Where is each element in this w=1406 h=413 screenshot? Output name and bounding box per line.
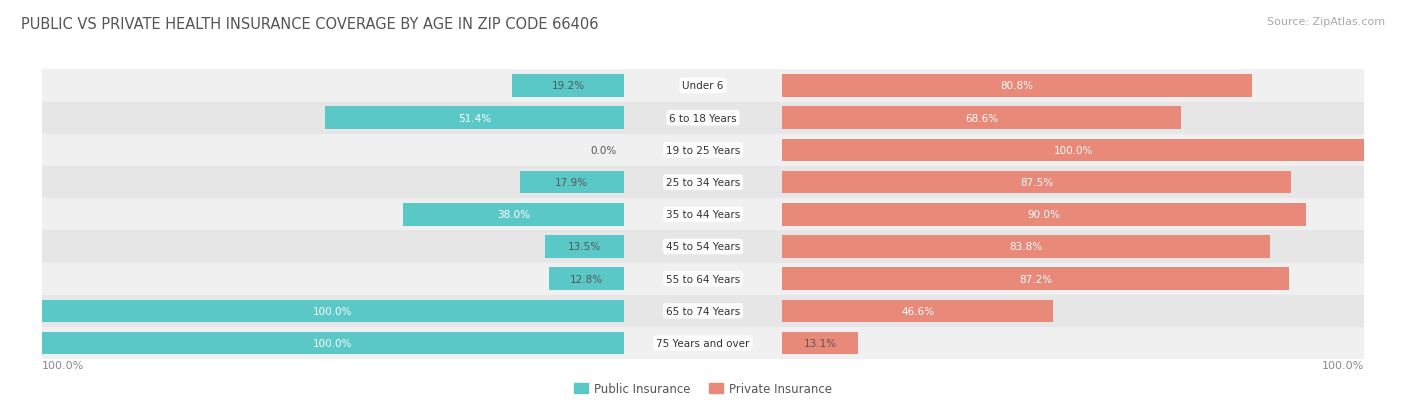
- Bar: [42, 332, 624, 354]
- Bar: [42, 166, 1364, 199]
- Bar: [520, 171, 624, 194]
- Text: 17.9%: 17.9%: [555, 178, 588, 188]
- Bar: [42, 102, 1364, 135]
- Bar: [325, 107, 624, 130]
- Text: 13.5%: 13.5%: [568, 242, 600, 252]
- Text: 19 to 25 Years: 19 to 25 Years: [666, 145, 740, 156]
- Text: 55 to 64 Years: 55 to 64 Years: [666, 274, 740, 284]
- Text: 100.0%: 100.0%: [1053, 145, 1092, 156]
- Text: 87.2%: 87.2%: [1019, 274, 1053, 284]
- Text: 12.8%: 12.8%: [569, 274, 603, 284]
- Legend: Public Insurance, Private Insurance: Public Insurance, Private Insurance: [569, 377, 837, 400]
- Text: 19.2%: 19.2%: [551, 81, 585, 91]
- Bar: [42, 263, 1364, 295]
- Bar: [782, 75, 1253, 97]
- Bar: [42, 70, 1364, 102]
- Text: 0.0%: 0.0%: [591, 145, 617, 156]
- Bar: [782, 171, 1291, 194]
- Text: PUBLIC VS PRIVATE HEALTH INSURANCE COVERAGE BY AGE IN ZIP CODE 66406: PUBLIC VS PRIVATE HEALTH INSURANCE COVER…: [21, 17, 599, 31]
- Text: 68.6%: 68.6%: [965, 114, 998, 123]
- Text: 45 to 54 Years: 45 to 54 Years: [666, 242, 740, 252]
- Bar: [512, 75, 624, 97]
- Text: Under 6: Under 6: [682, 81, 724, 91]
- Bar: [782, 332, 859, 354]
- Text: 46.6%: 46.6%: [901, 306, 935, 316]
- Text: 87.5%: 87.5%: [1021, 178, 1053, 188]
- Text: 51.4%: 51.4%: [458, 114, 491, 123]
- Bar: [782, 139, 1364, 162]
- Bar: [42, 300, 624, 323]
- Bar: [402, 204, 624, 226]
- Bar: [42, 231, 1364, 263]
- Text: 75 Years and over: 75 Years and over: [657, 338, 749, 348]
- Text: 100.0%: 100.0%: [314, 338, 353, 348]
- Text: 13.1%: 13.1%: [804, 338, 837, 348]
- Text: 25 to 34 Years: 25 to 34 Years: [666, 178, 740, 188]
- Text: 90.0%: 90.0%: [1028, 210, 1060, 220]
- Bar: [782, 268, 1289, 290]
- Text: 65 to 74 Years: 65 to 74 Years: [666, 306, 740, 316]
- Bar: [550, 268, 624, 290]
- Text: 100.0%: 100.0%: [42, 360, 84, 370]
- Text: 100.0%: 100.0%: [1322, 360, 1364, 370]
- Text: 83.8%: 83.8%: [1010, 242, 1042, 252]
- Text: 35 to 44 Years: 35 to 44 Years: [666, 210, 740, 220]
- Bar: [42, 295, 1364, 327]
- Text: 38.0%: 38.0%: [496, 210, 530, 220]
- Text: Source: ZipAtlas.com: Source: ZipAtlas.com: [1267, 17, 1385, 26]
- Text: 100.0%: 100.0%: [314, 306, 353, 316]
- Bar: [42, 135, 1364, 166]
- Bar: [782, 204, 1306, 226]
- Bar: [782, 107, 1181, 130]
- Text: 80.8%: 80.8%: [1001, 81, 1033, 91]
- Bar: [42, 199, 1364, 231]
- Bar: [782, 300, 1053, 323]
- Bar: [42, 327, 1364, 359]
- Text: 6 to 18 Years: 6 to 18 Years: [669, 114, 737, 123]
- Bar: [546, 236, 624, 258]
- Bar: [782, 236, 1270, 258]
